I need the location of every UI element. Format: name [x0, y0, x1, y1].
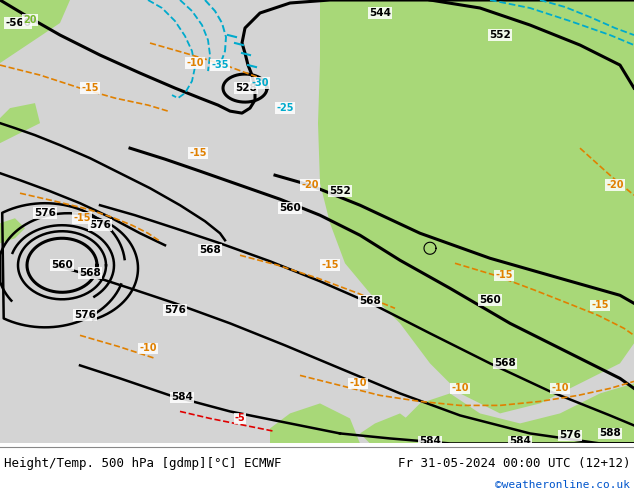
Text: 576: 576 — [89, 220, 111, 230]
Text: 560: 560 — [279, 203, 301, 213]
Text: -15: -15 — [592, 300, 609, 310]
Text: -20: -20 — [301, 180, 319, 190]
Text: -20: -20 — [606, 180, 624, 190]
Text: 568: 568 — [199, 245, 221, 255]
Text: 576: 576 — [559, 430, 581, 441]
Text: 528: 528 — [235, 83, 257, 93]
Text: 552: 552 — [329, 186, 351, 196]
Text: -15: -15 — [321, 260, 339, 270]
Text: -10: -10 — [349, 378, 366, 389]
Text: 584: 584 — [171, 392, 193, 402]
Text: 584: 584 — [509, 437, 531, 446]
Text: 560: 560 — [51, 260, 73, 270]
Polygon shape — [270, 403, 360, 443]
Text: 568: 568 — [79, 269, 101, 278]
Polygon shape — [0, 103, 40, 143]
Text: 568: 568 — [359, 296, 381, 306]
Text: -10: -10 — [139, 343, 157, 353]
Text: -10: -10 — [186, 58, 204, 68]
Text: -35: -35 — [211, 60, 229, 70]
Text: -25: -25 — [276, 103, 294, 113]
Text: -10: -10 — [451, 383, 469, 393]
Text: 552: 552 — [489, 30, 511, 40]
Text: 576: 576 — [34, 208, 56, 218]
Polygon shape — [360, 414, 420, 443]
Text: -560: -560 — [5, 18, 31, 28]
Text: -15: -15 — [74, 213, 91, 223]
Text: -15: -15 — [81, 83, 99, 93]
Text: 560: 560 — [479, 295, 501, 305]
Polygon shape — [318, 0, 634, 414]
Polygon shape — [0, 218, 25, 243]
Text: -15: -15 — [495, 270, 513, 280]
Text: -15: -15 — [190, 148, 207, 158]
Text: 568: 568 — [494, 358, 516, 368]
Text: Fr 31-05-2024 00:00 UTC (12+12): Fr 31-05-2024 00:00 UTC (12+12) — [398, 457, 630, 469]
Text: 544: 544 — [369, 8, 391, 18]
Text: Height/Temp. 500 hPa [gdmp][°C] ECMWF: Height/Temp. 500 hPa [gdmp][°C] ECMWF — [4, 457, 281, 469]
Text: 576: 576 — [164, 305, 186, 315]
Text: -30: -30 — [251, 78, 269, 88]
Text: 576: 576 — [74, 310, 96, 320]
Text: -10: -10 — [551, 383, 569, 393]
Text: 584: 584 — [419, 437, 441, 446]
Polygon shape — [370, 383, 634, 443]
Text: -5: -5 — [235, 414, 245, 423]
Polygon shape — [0, 0, 70, 63]
Text: 20: 20 — [23, 15, 37, 25]
Text: 588: 588 — [599, 428, 621, 439]
Text: ©weatheronline.co.uk: ©weatheronline.co.uk — [495, 480, 630, 490]
